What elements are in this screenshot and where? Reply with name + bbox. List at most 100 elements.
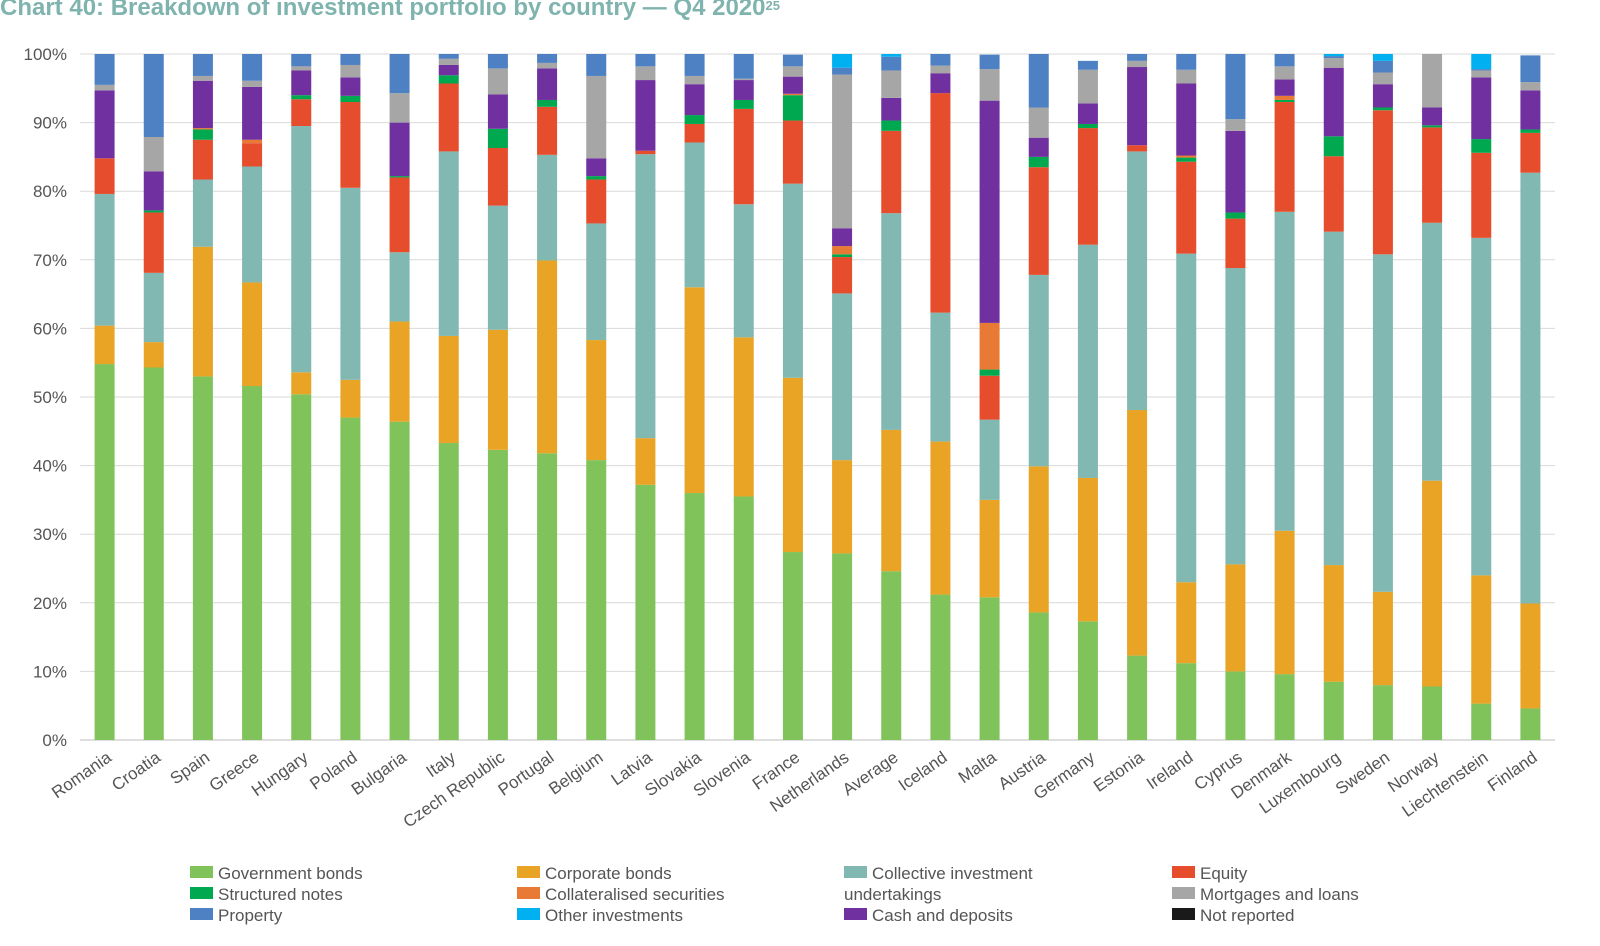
x-tick-label: Slovenia — [690, 747, 755, 800]
segment-corporate-bonds — [1176, 582, 1197, 664]
segment-cash-and-deposits — [1323, 67, 1344, 137]
segment-mortgages-and-loans — [1274, 66, 1295, 80]
segment-mortgages-and-loans — [733, 78, 754, 81]
segment-cash-and-deposits — [340, 77, 361, 96]
segment-property — [537, 54, 558, 63]
x-tick-label: Bulgaria — [348, 747, 410, 799]
segment-collective-investment-undertakings — [389, 252, 410, 322]
segment-government-bonds — [586, 460, 607, 740]
segment-equity — [438, 83, 459, 152]
segment-other-investments — [832, 54, 853, 68]
segment-collective-investment-undertakings — [1520, 172, 1541, 604]
segment-mortgages-and-loans — [782, 66, 803, 77]
segment-government-bonds — [438, 442, 459, 740]
segment-property — [1127, 54, 1148, 61]
x-tick-label: Sweden — [1332, 748, 1393, 799]
bars — [94, 54, 1541, 740]
segment-equity — [1520, 132, 1541, 173]
segment-government-bonds — [94, 364, 115, 740]
segment-collective-investment-undertakings — [291, 126, 312, 373]
segment-collateralised-securities — [1274, 95, 1295, 100]
bar-ireland — [1176, 54, 1197, 740]
segment-structured-notes — [979, 369, 1000, 376]
segment-corporate-bonds — [242, 282, 263, 387]
segment-mortgages-and-loans — [291, 66, 312, 71]
segment-government-bonds — [881, 571, 902, 740]
segment-government-bonds — [635, 484, 656, 740]
segment-other-investments — [1471, 54, 1492, 70]
segment-corporate-bonds — [487, 329, 508, 450]
segment-equity — [291, 99, 312, 127]
segment-government-bonds — [782, 552, 803, 740]
bar-norway — [1422, 54, 1443, 740]
segment-cash-and-deposits — [242, 86, 263, 140]
segment-government-bonds — [487, 449, 508, 740]
gridlines — [80, 53, 1555, 741]
segment-government-bonds — [979, 597, 1000, 740]
segment-equity — [1077, 128, 1098, 245]
segment-structured-notes — [832, 254, 853, 258]
segment-collective-investment-undertakings — [192, 179, 213, 247]
segment-cash-and-deposits — [1077, 103, 1098, 124]
segment-property — [94, 54, 115, 85]
segment-structured-notes — [1422, 125, 1443, 128]
y-tick-label: 0% — [42, 731, 67, 750]
segment-collective-investment-undertakings — [1225, 268, 1246, 565]
bar-france — [782, 54, 803, 740]
segment-government-bonds — [1225, 671, 1246, 740]
segment-corporate-bonds — [733, 337, 754, 497]
bar-malta — [979, 54, 1000, 740]
bar-portugal — [537, 54, 558, 740]
segment-equity — [537, 106, 558, 155]
segment-equity — [1274, 102, 1295, 212]
segment-mortgages-and-loans — [340, 64, 361, 78]
segment-structured-notes — [1274, 99, 1295, 103]
segment-property — [192, 54, 213, 76]
segment-mortgages-and-loans — [1028, 107, 1049, 138]
legend-label: Government bonds — [218, 864, 363, 883]
stacked-bar-chart: 0% 10% 20% 30% 40% 50% 60% 70% 80% 90% 100% Romania… — [24, 45, 1555, 832]
segment-equity — [1127, 145, 1148, 152]
legend-swatch — [190, 887, 213, 899]
bar-cyprus — [1225, 54, 1246, 740]
segment-mortgages-and-loans — [586, 75, 607, 159]
legend-label: Not reported — [1200, 906, 1295, 925]
segment-government-bonds — [1323, 681, 1344, 740]
segment-mortgages-and-loans — [1225, 119, 1246, 131]
segment-structured-notes — [487, 128, 508, 148]
segment-equity — [733, 108, 754, 205]
segment-collective-investment-undertakings — [242, 166, 263, 283]
segment-property — [1520, 55, 1541, 83]
segment-corporate-bonds — [143, 342, 164, 368]
segment-property — [635, 54, 656, 67]
segment-government-bonds — [291, 394, 312, 740]
y-tick-label: 40% — [33, 457, 67, 476]
segment-cash-and-deposits — [979, 100, 1000, 323]
segment-other-investments — [1372, 54, 1393, 61]
segment-equity — [1323, 156, 1344, 232]
segment-government-bonds — [1471, 703, 1492, 740]
segment-cash-and-deposits — [635, 80, 656, 151]
segment-structured-notes — [389, 176, 410, 178]
bar-spain — [192, 54, 213, 740]
segment-government-bonds — [733, 496, 754, 740]
legend-label: Mortgages and loans — [1200, 885, 1359, 904]
segment-property — [1323, 56, 1344, 59]
segment-mortgages-and-loans — [1323, 58, 1344, 68]
segment-corporate-bonds — [389, 321, 410, 422]
segment-collateralised-securities — [192, 128, 213, 130]
y-tick-label: 100% — [24, 45, 67, 64]
segment-mortgages-and-loans — [242, 80, 263, 87]
segment-government-bonds — [537, 453, 558, 740]
segment-collective-investment-undertakings — [1471, 237, 1492, 576]
segment-collective-investment-undertakings — [881, 213, 902, 430]
segment-structured-notes — [1520, 129, 1541, 133]
segment-property — [487, 54, 508, 69]
x-tick-label: Italy — [423, 747, 460, 781]
segment-structured-notes — [143, 210, 164, 213]
y-tick-label: 70% — [33, 251, 67, 270]
bar-netherlands — [832, 54, 853, 740]
segment-property — [242, 54, 263, 81]
segment-mortgages-and-loans — [487, 68, 508, 95]
y-tick-label: 10% — [33, 662, 67, 681]
